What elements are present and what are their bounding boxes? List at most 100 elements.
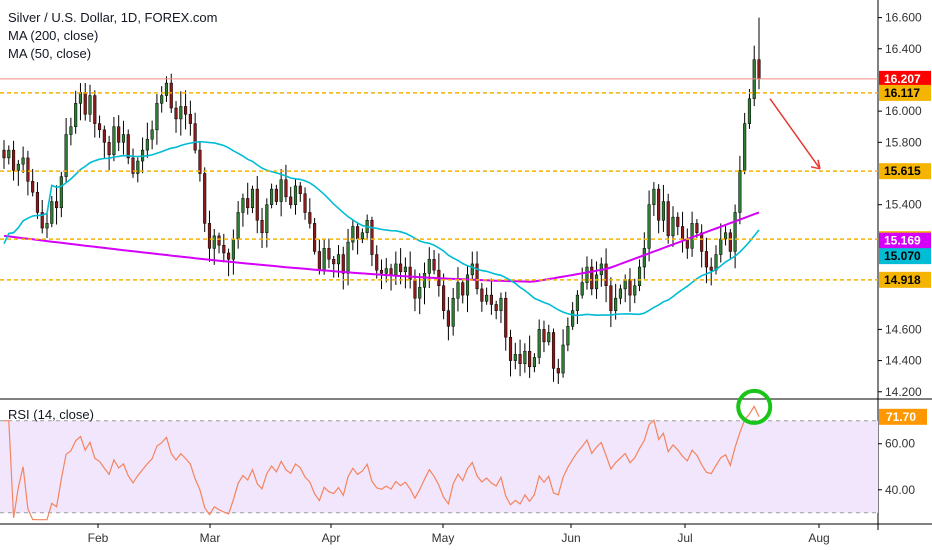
candle-up [633, 285, 637, 296]
ma200-tag: 15.169 [884, 234, 921, 248]
candle-up [155, 103, 159, 131]
candle-down [284, 179, 288, 198]
candle-down [604, 263, 608, 286]
candle-up [112, 126, 116, 156]
candle-down [246, 198, 250, 209]
candle-down [356, 226, 360, 240]
forecast-arrow-head [810, 159, 821, 170]
candle-up [719, 238, 723, 255]
candle-up [623, 279, 627, 290]
candle-up [50, 201, 54, 224]
last-price-tag-bg [879, 70, 931, 87]
ma200-tag-bg [879, 232, 931, 249]
candle-up [403, 266, 407, 272]
candle-down [446, 310, 450, 327]
candle-down [709, 266, 713, 271]
candle-up [738, 170, 742, 213]
candle-up [145, 138, 149, 151]
candle-up [499, 297, 503, 311]
candle-down [695, 223, 699, 233]
price-tick-label: 14.200 [885, 385, 922, 399]
price-tick-label: 14.400 [885, 354, 922, 368]
candle-down [657, 188, 661, 221]
candle-down [54, 201, 59, 209]
candle-down [666, 201, 670, 237]
candle-down [207, 223, 212, 249]
candle-up [136, 160, 140, 174]
candle-up [594, 274, 599, 290]
candle-down [508, 336, 513, 361]
candle-down [198, 149, 202, 174]
candle-up [465, 274, 470, 296]
candle-up [78, 92, 83, 104]
price-tick-label: 16.000 [885, 104, 922, 118]
candle-up [647, 204, 651, 249]
candle-down [494, 304, 498, 311]
candle-down [590, 266, 594, 290]
candle-down [341, 254, 345, 274]
candle-down [184, 106, 188, 115]
candle-up [580, 282, 584, 296]
candle-down [193, 123, 197, 151]
candle-down [227, 252, 231, 260]
candle-down [704, 251, 709, 268]
candle-up [293, 185, 298, 205]
candle-up [451, 297, 455, 327]
time-tick-label: Feb [88, 531, 109, 545]
ma50-tag: 15.070 [884, 249, 921, 263]
candle-up [614, 297, 618, 311]
candle-down [313, 223, 317, 252]
candle-down [332, 258, 336, 265]
candle-down [728, 232, 732, 252]
candle-up [59, 176, 63, 209]
candle-up [523, 350, 527, 364]
level-tag: 15.615 [884, 164, 921, 178]
candle-up [671, 216, 675, 237]
candle-up [427, 258, 431, 274]
candle-up [164, 82, 169, 96]
candle-up [532, 357, 536, 368]
candle-down [203, 173, 207, 224]
candle-down [31, 181, 35, 193]
candle-down [399, 263, 403, 272]
candle-up [7, 149, 11, 159]
level-tag: 14.918 [884, 273, 921, 287]
candle-up [121, 134, 126, 143]
candle-down [551, 332, 556, 369]
candle-up [547, 332, 551, 343]
price-tick-label: 16.400 [885, 42, 922, 56]
candle-down [757, 59, 761, 80]
candle-up [241, 198, 245, 213]
candle-down [126, 134, 130, 159]
candle-up [456, 282, 460, 299]
candle-down [117, 126, 121, 143]
candle-up [652, 188, 656, 205]
rsi-value-tag: 71.70 [886, 410, 916, 424]
candle-down [274, 188, 278, 202]
candle-down [217, 235, 221, 246]
candle-down [107, 142, 111, 156]
candle-up [270, 188, 274, 205]
candle-up [723, 232, 728, 240]
price-tick-label: 16.600 [885, 11, 922, 25]
candle-down [327, 248, 331, 260]
candle-up [16, 163, 20, 171]
candle-down [504, 297, 508, 338]
candle-up [485, 294, 489, 302]
candle-down [255, 188, 259, 221]
candle-down [260, 220, 264, 233]
candle-down [83, 92, 87, 115]
candle-down [169, 82, 173, 109]
candle-down [289, 196, 293, 205]
candle-up [747, 98, 752, 124]
time-tick-label: Jun [561, 531, 580, 545]
rsi-band [0, 420, 878, 513]
rsi-tick-label: 60.00 [885, 437, 915, 451]
rsi-line [4, 405, 760, 521]
candle-up [74, 103, 78, 127]
candle-up [250, 188, 255, 209]
candle-up [690, 223, 694, 249]
level-tag: 16.117 [884, 86, 920, 100]
candle-down [700, 232, 704, 252]
